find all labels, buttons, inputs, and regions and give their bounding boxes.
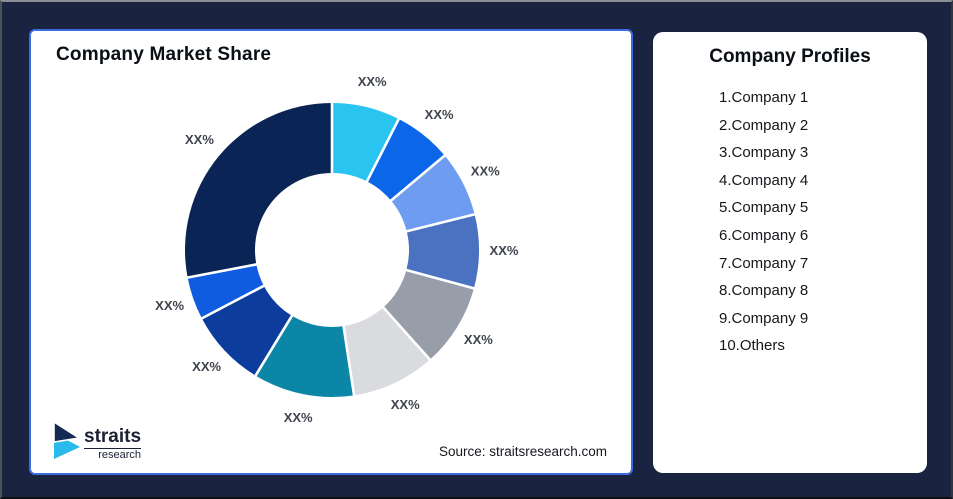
donut-slice-8 — [201, 285, 292, 376]
slice-label-7: XX% — [284, 410, 313, 425]
slice-gap-line — [252, 311, 296, 379]
donut-slice-4 — [406, 214, 480, 289]
market-share-donut: XX% XX% XX% XX% XX% XX% XX% XX% XX% XX% — [155, 74, 519, 425]
logo-brand: straits — [84, 426, 142, 449]
donut-slice-6 — [343, 307, 430, 396]
donut-slice-5 — [383, 270, 474, 360]
donut-slice-3 — [391, 155, 475, 232]
donut-slice-2 — [366, 119, 445, 201]
donut-slice-9 — [187, 264, 264, 319]
slice-label-4: XX% — [490, 243, 519, 258]
slice-label-10: XX% — [185, 132, 214, 147]
company-list-item: 9.Company 9 — [719, 309, 809, 327]
company-profiles-card: Company Profiles 1.Company 1 2.Company 2 3… — [653, 32, 927, 473]
logo-text: straits research — [84, 426, 142, 462]
slice-label-2: XX% — [425, 107, 454, 122]
company-list-item: 7.Company 7 — [719, 254, 809, 272]
slice-gap-line — [341, 321, 356, 399]
company-list: 1.Company 1 2.Company 2 3.Company 3 4.Compa… — [719, 84, 927, 360]
slice-gap-line — [402, 212, 478, 234]
company-list-item: 1.Company 1 — [719, 89, 809, 106]
slice-label-1: XX% — [358, 74, 387, 89]
company-list-item: 8.Company 8 — [719, 282, 809, 300]
slice-gap-line — [402, 267, 478, 291]
company-list-item: 3.Company 3 — [719, 144, 809, 162]
market-share-card: Company Market Share XX% XX% XX% XX% XX% XX% X… — [29, 29, 633, 475]
slice-label-3: XX% — [471, 163, 500, 178]
donut-slice-1 — [332, 103, 399, 182]
company-list-item: 5.Company 5 — [719, 199, 809, 217]
logo-tagline: research — [98, 449, 142, 461]
logo-navy-chevron — [53, 421, 81, 443]
company-list-item: 10.Others — [719, 337, 785, 355]
slice-gap-line — [379, 303, 433, 363]
slice-label-5: XX% — [464, 332, 493, 347]
straits-research-logo: straits research — [51, 421, 142, 462]
company-list-item: 4.Company 4 — [719, 171, 809, 189]
profiles-title: Company Profiles — [709, 46, 871, 67]
company-list-item: 6.Company 6 — [719, 226, 809, 244]
source-attribution: Source: straitsresearch.com — [438, 444, 607, 459]
slice-label-9: XX% — [155, 298, 184, 313]
slice-gap-line — [184, 262, 261, 280]
company-list-item: 2.Company 2 — [719, 116, 809, 134]
slice-gap-line — [363, 115, 402, 186]
donut-slice-10 — [185, 103, 332, 278]
slice-label-6: XX% — [391, 397, 420, 412]
straits-logo-icon — [53, 421, 81, 459]
slice-gap-line — [387, 152, 448, 205]
chart-title: Company Market Share — [56, 44, 272, 65]
slice-gap-line — [198, 282, 268, 321]
slice-label-8: XX% — [192, 359, 221, 374]
